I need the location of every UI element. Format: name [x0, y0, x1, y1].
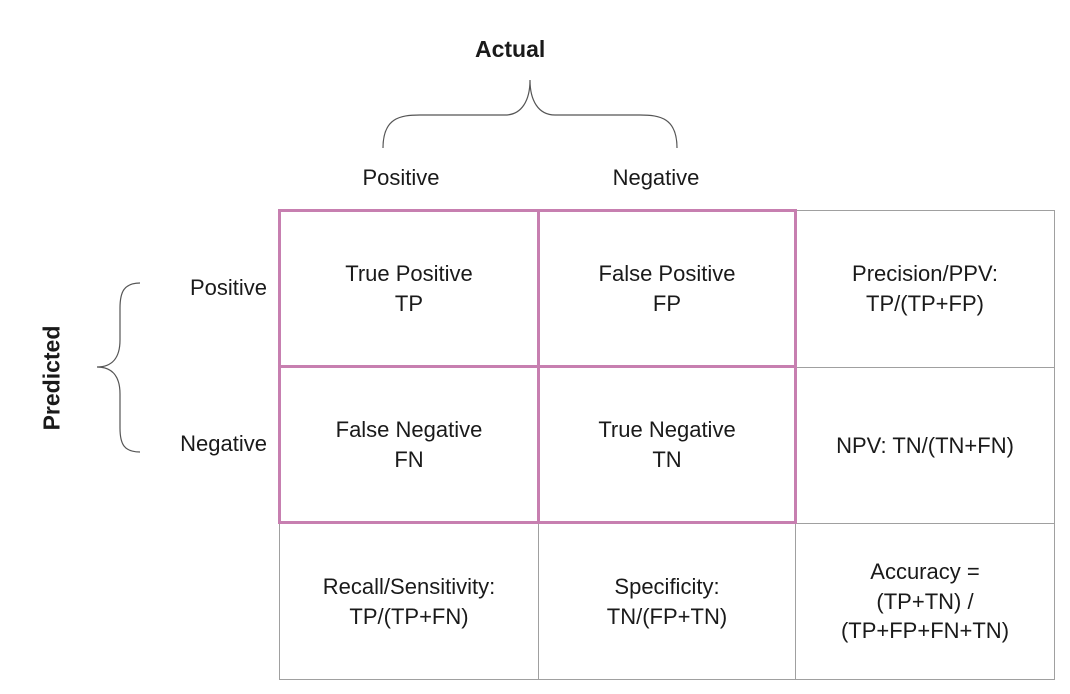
true-positive-label: True Positive — [345, 260, 473, 286]
actual-label: Actual — [475, 36, 546, 62]
true-negative-abbr: TN — [652, 446, 682, 472]
accuracy-cell: Accuracy = (TP+TN) / (TP+FP+FN+TN) — [795, 523, 1055, 680]
accuracy-label: Accuracy = — [870, 558, 980, 584]
false-negative-cell: False Negative FN — [278, 365, 540, 524]
recall-label: Recall/Sensitivity: — [322, 573, 496, 599]
predicted-axis-title: Predicted — [38, 325, 65, 431]
recall-formula: TP/(TP+FN) — [349, 603, 469, 629]
column-label-positive: Positive — [362, 165, 440, 190]
npv-formula: NPV: TN/(TN+FN) — [836, 432, 1014, 458]
false-positive-cell: False Positive FP — [537, 209, 797, 368]
true-negative-label: True Negative — [598, 416, 736, 442]
row-label-positive: Positive — [189, 275, 267, 300]
accuracy-formula-denominator: (TP+FP+FN+TN) — [840, 618, 1010, 644]
npv-cell: NPV: TN/(TN+FN) — [795, 367, 1055, 524]
specificity-formula: TN/(FP+TN) — [606, 603, 728, 629]
true-negative-cell: True Negative TN — [537, 365, 797, 524]
true-positive-abbr: TP — [394, 290, 424, 316]
precision-label: Precision/PPV: — [852, 261, 998, 287]
column-label-negative: Negative — [612, 165, 700, 190]
false-negative-abbr: FN — [394, 446, 424, 472]
specificity-cell: Specificity: TN/(FP+TN) — [538, 523, 796, 680]
accuracy-formula-numerator: (TP+TN) / — [876, 588, 974, 614]
row-label-negative: Negative — [180, 431, 267, 456]
false-negative-label: False Negative — [335, 416, 483, 442]
specificity-label: Specificity: — [614, 573, 720, 599]
precision-formula: TP/(TP+FP) — [866, 291, 984, 316]
precision-cell: Precision/PPV: TP/(TP+FP) — [795, 210, 1055, 368]
false-positive-abbr: FP — [652, 290, 682, 316]
actual-brace — [382, 79, 678, 149]
predicted-brace — [96, 282, 141, 453]
false-positive-label: False Positive — [598, 260, 736, 286]
recall-cell: Recall/Sensitivity: TP/(TP+FN) — [279, 523, 539, 680]
true-positive-cell: True Positive TP — [278, 209, 540, 368]
